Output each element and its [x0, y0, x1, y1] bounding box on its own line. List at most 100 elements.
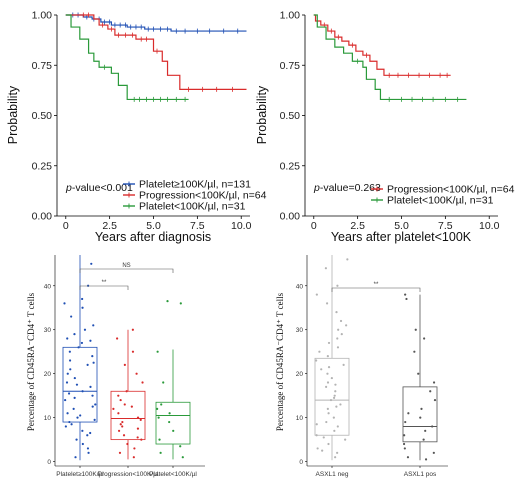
box2-point [315, 359, 318, 362]
km2-curve-1 [313, 14, 467, 101]
box2-point [340, 333, 343, 336]
box2-ytick-label: 10 [296, 415, 304, 422]
box1-point [112, 407, 115, 410]
box2-point [423, 337, 426, 340]
km-panel-diagnosis: 0.00 0.25 0.50 0.75 1.00 0 2.5 5.0 7.5 10.0 Years… [6, 10, 267, 245]
km1-curve-2 [65, 14, 189, 101]
box1-point [83, 328, 87, 331]
km2-ytick-label: 0.50 [280, 110, 301, 122]
box1-point [168, 420, 171, 424]
box1-point [68, 420, 71, 424]
box2-category-label-1: ASXL1 pos [404, 471, 437, 478]
box1-point [76, 416, 79, 419]
km2-ytick-label: 1.00 [280, 10, 301, 22]
box1-point [125, 390, 128, 393]
box1-point [116, 337, 119, 340]
box2-category-label-0: ASXL1 neg [316, 471, 349, 478]
box2-ytick-label: 30 [296, 327, 304, 334]
box-panel-platelet-groups: 0 10 20 30 40 Platelet≥100K/µlProgression<100… [26, 255, 205, 478]
box2-point [334, 390, 337, 393]
box2-point [326, 372, 329, 375]
box2-ytick-label: 0 [299, 459, 303, 466]
box1-point [131, 328, 134, 331]
box2-point [321, 449, 324, 452]
box1-sig-label-1: NS [122, 263, 130, 269]
box1-point [69, 368, 72, 371]
box1-point [80, 341, 84, 345]
box1-point [94, 403, 97, 406]
box2-point [414, 328, 417, 331]
box1-point [73, 376, 76, 380]
box2-point [336, 346, 340, 349]
box1-sig-bracket-0 [79, 285, 129, 290]
box2-point [424, 458, 428, 461]
box1-point [75, 383, 79, 386]
box2-box-1 [402, 386, 438, 443]
box2-point [403, 447, 406, 450]
box1-ytick-label: 40 [44, 283, 52, 290]
box1-point [119, 423, 122, 426]
box1-point [66, 412, 69, 415]
km1-xtick-label: 5.0 [146, 220, 161, 232]
box2-point [327, 442, 330, 446]
box1-point [122, 434, 126, 437]
box1-point [63, 302, 66, 305]
box2-point [403, 434, 406, 437]
box1-y-label: Percentage of CD45RA⁻CD4⁺ T cells [26, 292, 36, 431]
box1-ytick-label: 0 [47, 459, 51, 466]
box1-point [123, 403, 126, 406]
km-panel-platelet: 0.00 0.25 0.50 0.75 1.00 0 2.5 5.0 7.5 10.0 Years… [255, 10, 515, 245]
km2-xtick-label: 7.5 [438, 220, 453, 232]
km1-curve-1 [65, 14, 247, 90]
box2-point [431, 425, 434, 428]
box2-point [406, 456, 410, 459]
box1-point [64, 425, 67, 428]
box2-point [345, 324, 348, 327]
box2-point [334, 383, 337, 386]
box1-point [141, 381, 144, 384]
box2-point [342, 363, 345, 366]
box1-point [118, 451, 122, 454]
km1-p-value: p-value<0.001 [65, 182, 133, 194]
km1-x-label: Years after diagnosis [95, 230, 211, 244]
box1-point [86, 363, 89, 366]
box2-point [432, 451, 435, 454]
box2-point [336, 451, 339, 454]
box1-point [139, 418, 142, 421]
km1-p-italic: p [65, 182, 72, 194]
box2-point [417, 372, 420, 375]
box1-point [156, 407, 159, 410]
box1-point [81, 429, 84, 432]
km1-ytick-label: 1.00 [32, 10, 53, 22]
km1-ytick-label: 0.75 [32, 60, 53, 72]
box2-point [405, 297, 408, 301]
km1-xtick-label: 7.5 [190, 220, 205, 232]
box1-point [131, 350, 135, 353]
box1-point [68, 359, 72, 362]
box1-point [168, 412, 171, 415]
box1-point [126, 442, 129, 446]
box2-point [339, 403, 342, 406]
box2-point [316, 447, 319, 450]
box1-point [157, 416, 160, 419]
km1-xtick-label: 10.0 [231, 220, 252, 232]
box1-point [81, 442, 84, 446]
box1-point [70, 315, 73, 318]
box2-point [332, 416, 335, 419]
box2-point [325, 302, 329, 305]
box2-point [315, 434, 318, 437]
box2-point [402, 442, 406, 446]
box1-point [66, 372, 69, 375]
box2-point [327, 341, 331, 345]
box1-point [117, 394, 120, 397]
km1-ytick-label: 0.50 [32, 110, 53, 122]
box2-point [407, 412, 410, 415]
box2-point [326, 355, 329, 358]
box1-category-label-1: Progression<100K/µl [98, 471, 159, 478]
box1-point [160, 403, 163, 406]
box1-point [89, 431, 92, 435]
box1-point [81, 390, 84, 393]
box1-point [179, 302, 182, 305]
km2-y-label: Probability [255, 85, 269, 144]
km2-xtick-label: 0 [311, 220, 317, 232]
